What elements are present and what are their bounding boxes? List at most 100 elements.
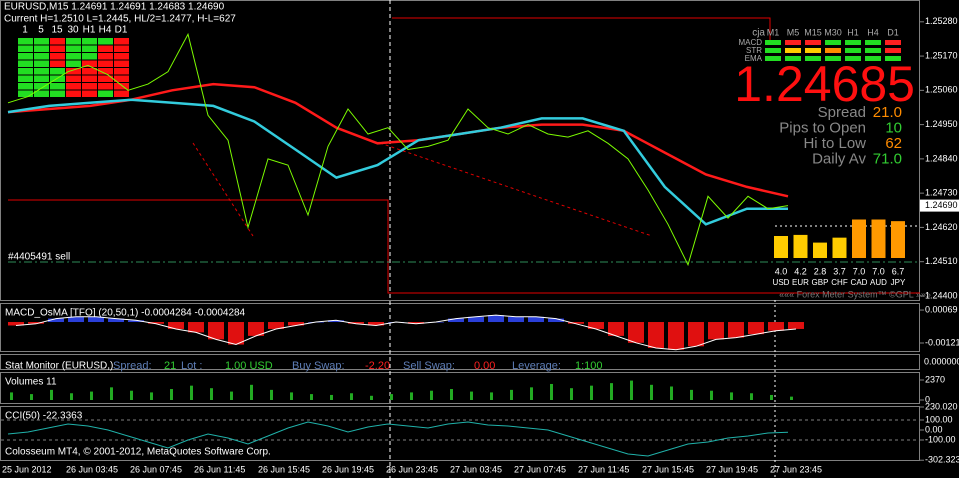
signal-cell [50,60,65,67]
symbol-line: EURUSD,M15 1.24691 1.24691 1.24683 1.246… [4,2,225,13]
volume-bar [710,390,713,401]
y-tick-label: 1.24950 [925,119,958,129]
meter-cell [885,40,901,45]
volume-bar [250,384,253,401]
volume-bar [50,389,53,401]
macd-bar [328,320,344,323]
stat-value: 21.0 [873,104,902,121]
meter-tf: H1 [847,27,859,37]
macd-bar [468,316,484,323]
stat-label: Pips to Open [779,119,866,136]
signal-cell [18,60,33,67]
stat-item-label: Buy Swap: [292,360,345,372]
cci-label: CCI(50) -22.3363 [5,411,83,422]
signal-cell [34,68,49,75]
volume-bar [430,390,433,401]
volume-bar [790,396,793,401]
time-label: 26 Jun 07:45 [130,464,182,474]
stat-item-value: 1.00 USD [225,360,273,372]
macd-bar [288,322,304,326]
big-price: 1.24685 [734,56,915,112]
meter-cell [845,56,861,61]
volume-bar [630,380,633,401]
y-tick-label: 2370 [925,374,945,384]
y-tick-label: 1.25280 [925,16,958,26]
strength-bar [793,234,808,258]
meter-indicator: STR [746,46,762,55]
time-label: 27 Jun 07:45 [514,464,566,474]
signal-cell [114,45,129,52]
signal-cell [82,38,97,45]
time-label: 26 Jun 19:45 [322,464,374,474]
stat-panel [0,354,920,370]
timeframe-label: D1 [115,25,128,36]
timeframe-label: 5 [38,25,44,36]
meter-cell [785,48,801,53]
meter-footer: ««« Forex Meter System™ ©GPL »»» [779,289,931,299]
volume-bar [190,385,193,401]
meter-cell [805,48,821,53]
signal-cell [114,53,129,60]
signal-cell [34,38,49,45]
currency: CHF [831,278,848,287]
volume-bar [230,391,233,401]
volume-bar [130,390,133,401]
time-label: 27 Jun 19:45 [706,464,758,474]
signal-cell [98,75,113,82]
macd-bar [608,322,624,336]
signal-cell [50,53,65,60]
meter-title: cja [752,28,765,39]
signal-cell [50,83,65,90]
stat-value: 71.0 [873,150,902,167]
time-label: 26 Jun 15:45 [258,464,310,474]
volume-bar [550,383,553,401]
signal-cell [50,45,65,52]
y-tick-label: 0 [925,394,930,404]
signal-cell [98,60,113,67]
stat-item-value: 21 [164,360,176,372]
signal-cell [66,68,81,75]
signal-cell [98,68,113,75]
macd-panel [0,303,920,352]
timeframe-label: 15 [51,25,63,36]
level-line [392,17,771,40]
signal-cell [18,45,33,52]
signal-cell [98,38,113,45]
macd-label: MACD_OsMA [TFO] (20,50,1) -0.0004284 -0.… [5,308,246,319]
meter-tf: M30 [824,27,842,37]
stat-item-label: Spread: [113,360,152,372]
meter-cell [785,40,801,45]
volumes-label: Volumes 11 [5,377,57,388]
stat-value: 62 [885,135,902,152]
volume-bar [750,393,753,401]
trade-line [192,142,254,237]
timeframe-label: H1 [83,25,96,36]
macd-bar [348,322,364,324]
meter-tf: M1 [767,27,780,37]
macd-bar [168,322,184,329]
signal-cell [114,38,129,45]
stat-label: Hi to Low [803,135,866,152]
y-tick-label: -302.323 [925,455,959,465]
stat-label: Spread [818,104,866,121]
volume-bar [330,394,333,401]
currency: CAD [851,278,868,287]
macd-bar [8,322,24,326]
y-tick-label: 100.00 [925,414,953,424]
macd-bar [128,320,144,323]
meter-cell [845,48,861,53]
signal-cell [34,53,49,60]
stat-title: Stat Monitor (EURUSD,) [5,361,113,372]
volume-bar [150,392,153,401]
macd-bar [248,322,264,336]
volume-bar [490,392,493,401]
meter-cell [805,40,821,45]
meter-cell [805,56,821,61]
signal-cell [34,75,49,82]
macd-bar [728,322,744,338]
macd-bar [748,322,764,335]
volume-bar [470,391,473,401]
time-label: 26 Jun 23:45 [386,464,438,474]
order-label: #4405491 sell [8,252,70,263]
